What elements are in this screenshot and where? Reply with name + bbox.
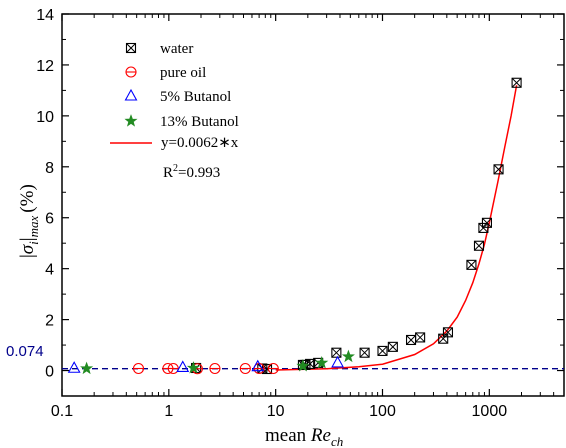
x-tick-label: 1 <box>164 403 173 420</box>
data-point <box>377 345 388 356</box>
r-squared: R2=0.993 <box>163 163 220 181</box>
data-point <box>481 217 492 228</box>
legend-marker-cross <box>126 43 136 53</box>
data-point <box>466 259 477 270</box>
y-axis: 0 2 4 6 8 10 12 14 <box>36 7 564 381</box>
r-squared-superscript: 2 <box>173 163 178 174</box>
data-point-cross <box>305 359 315 369</box>
data-point-cross <box>387 341 398 352</box>
data-point-cross <box>493 164 504 175</box>
data-point-cross <box>466 259 477 270</box>
x-tick-label: 0.1 <box>51 403 73 420</box>
y-tick-label: 2 <box>45 313 54 330</box>
data-point <box>511 77 522 88</box>
series-water <box>191 77 522 375</box>
data-point-cross <box>359 347 370 358</box>
data-point <box>176 360 190 373</box>
y-tick-label: 8 <box>45 160 54 177</box>
data-point <box>67 361 81 373</box>
data-point <box>359 347 370 358</box>
legend-label: 5% Butanol <box>160 89 231 105</box>
fit-line <box>275 85 518 371</box>
data-point-cross <box>482 217 492 228</box>
data-point-cross <box>511 77 522 88</box>
data-point-cross <box>443 327 453 338</box>
data-point <box>387 341 398 352</box>
x-tick-label: 1000 <box>472 403 508 420</box>
data-point <box>251 359 265 372</box>
x-axis-title-variable: Re <box>310 425 331 446</box>
x-axis-title-main: mean <box>265 425 311 446</box>
data-point <box>296 359 310 372</box>
legend-marker <box>124 114 138 127</box>
x-axis: 0.1 1 10 100 1000 <box>51 14 565 420</box>
fit-equation: y=0.0062∗x <box>161 135 239 151</box>
y-axis-title-sigma: σ <box>17 244 38 254</box>
data-point-cross <box>406 335 416 345</box>
y-tick-label: 0 <box>45 364 54 381</box>
y-axis-title-sub-max: max <box>26 215 41 237</box>
legend-label: 13% Butanol <box>160 114 239 130</box>
legend-marker <box>124 88 138 101</box>
legend-label: water <box>160 41 193 57</box>
data-point <box>341 349 355 363</box>
series-13-butanol <box>80 349 355 375</box>
legend-label: pure oil <box>160 65 206 81</box>
data-points <box>67 77 522 375</box>
data-point-cross <box>478 223 489 233</box>
data-point-cross <box>474 240 484 251</box>
fit-line-group <box>275 85 518 371</box>
x-tick-label: 10 <box>267 403 285 420</box>
y-tick-label: 10 <box>36 109 54 126</box>
data-point <box>80 361 94 375</box>
r-squared-value: =0.993 <box>178 165 220 181</box>
plot-area <box>61 13 565 397</box>
data-point <box>315 356 329 369</box>
y-axis-title-unit: (%) <box>17 184 38 212</box>
series-5-butanol <box>67 355 345 373</box>
data-point-cross <box>331 347 342 358</box>
data-point <box>186 361 201 374</box>
y-tick-label: 14 <box>36 7 54 24</box>
data-point-cross <box>377 346 388 356</box>
y-tick-label: 6 <box>45 211 54 228</box>
reference-line-label: 0.074 <box>6 343 44 360</box>
data-point-cross <box>438 333 449 344</box>
x-axis-title: mean Rech <box>265 425 343 448</box>
y-tick-label: 4 <box>45 262 54 279</box>
x-axis-title-subscript: ch <box>331 434 343 448</box>
legend: water pure oil 5% Butanol 13% Butanol <box>110 41 239 144</box>
data-point <box>415 332 426 343</box>
data-point-cross <box>415 332 425 343</box>
data-point <box>478 222 489 233</box>
y-axis-title: |σi|max(%) <box>17 184 41 258</box>
data-point <box>331 355 345 368</box>
x-tick-label: 100 <box>369 403 396 420</box>
y-axis-title-sub-i: i <box>26 241 41 245</box>
data-point <box>442 327 454 338</box>
y-axis-title-close: | <box>17 237 38 241</box>
legend-marker <box>125 42 137 54</box>
r-squared-symbol: R <box>163 165 173 181</box>
data-point <box>493 164 504 175</box>
data-point <box>331 347 342 358</box>
y-axis-title-open: | <box>17 254 38 258</box>
data-point <box>473 240 485 251</box>
y-tick-label: 12 <box>36 58 54 75</box>
